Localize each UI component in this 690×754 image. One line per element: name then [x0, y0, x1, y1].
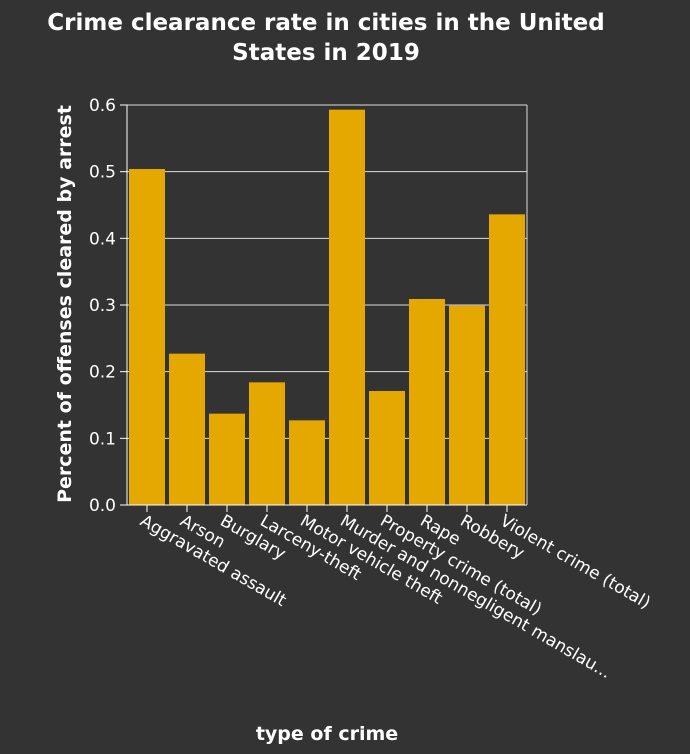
y-tick-label: 0.5 [89, 163, 116, 183]
x-axis-label: type of crime [256, 723, 398, 745]
bar [449, 305, 485, 505]
y-tick-label: 0.4 [89, 229, 116, 249]
bar [169, 353, 205, 505]
y-tick-label: 0.3 [89, 296, 116, 316]
bars [129, 109, 525, 506]
chart-title-line-2: States in 2019 [232, 40, 420, 66]
bar [489, 214, 525, 506]
x-axis-ticks: Aggravated assaultArsonBurglaryLarceny-t… [137, 505, 654, 683]
bar [249, 382, 285, 505]
bar [409, 299, 445, 505]
bar [289, 420, 325, 505]
y-axis-ticks: 0.0 0.1 0.2 0.3 0.4 0.5 0.6 [89, 96, 127, 516]
y-axis-label: Percent of offenses cleared by arrest [54, 105, 76, 503]
y-tick-label: 0.1 [89, 429, 116, 449]
bar [209, 413, 245, 505]
chart-title-line-1: Crime clearance rate in cities in the Un… [47, 10, 604, 36]
bar [129, 169, 165, 505]
bar [329, 109, 365, 506]
bar [369, 391, 405, 505]
y-tick-label: 0.2 [89, 363, 116, 383]
y-tick-label: 0.0 [89, 496, 116, 516]
y-tick-label: 0.6 [89, 96, 116, 116]
